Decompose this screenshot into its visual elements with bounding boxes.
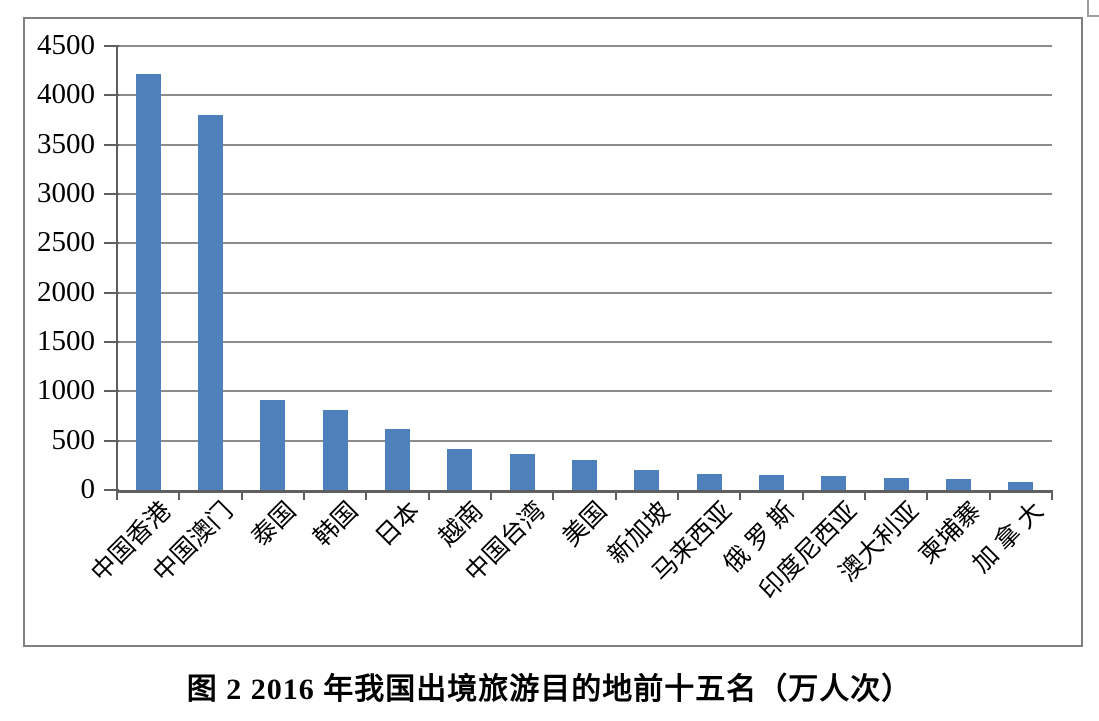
- y-axis-tick: [104, 94, 119, 97]
- x-axis-tick: [116, 490, 118, 500]
- x-axis-category-label: 韩国: [309, 497, 364, 552]
- y-axis-tick: [104, 390, 119, 393]
- bar: [385, 429, 410, 490]
- x-axis-category-label: 泰国: [246, 497, 302, 552]
- x-axis-tick: [365, 490, 368, 500]
- x-axis-category-label: 越南: [433, 497, 489, 552]
- corner-border-artifact: [1087, 0, 1099, 17]
- x-axis-tick: [801, 490, 804, 500]
- x-axis-tick: [240, 490, 243, 500]
- y-axis-tick: [104, 193, 119, 195]
- bar: [447, 449, 472, 490]
- x-axis-category-label: 日本: [371, 497, 426, 552]
- bar: [1008, 482, 1033, 490]
- gridline: [117, 193, 1052, 195]
- y-axis-tick: [104, 489, 119, 491]
- bar-chart: 0 500 1000 1500 2000 2500 3000 3500 4000 4500 中国香…: [23, 17, 1083, 647]
- gridline: [117, 439, 1052, 442]
- y-axis-tick: [104, 291, 119, 294]
- y-axis-tick: [104, 45, 119, 47]
- bar: [884, 478, 909, 490]
- y-axis-tick: [104, 439, 119, 442]
- bar: [946, 479, 971, 490]
- gridline: [117, 143, 1052, 146]
- bar: [821, 476, 846, 490]
- y-axis-tick-label: 1000: [37, 374, 95, 407]
- gridline: [117, 341, 1052, 343]
- y-axis-tick: [104, 242, 119, 245]
- x-axis-tick: [739, 490, 742, 500]
- y-axis-tick-label: 1500: [37, 325, 95, 357]
- x-axis-tick: [552, 490, 555, 500]
- bar: [572, 460, 597, 490]
- bar: [697, 474, 722, 490]
- y-axis-tick-label: 3500: [37, 127, 95, 160]
- x-axis-category-label: 美国: [558, 497, 613, 552]
- x-axis-tick: [303, 490, 305, 500]
- x-axis-tick: [677, 490, 679, 500]
- y-axis-tick-label: 3000: [37, 177, 95, 209]
- bar: [634, 470, 659, 490]
- gridline: [117, 242, 1052, 245]
- x-axis-tick: [614, 490, 617, 500]
- gridline: [117, 94, 1052, 97]
- bar: [136, 74, 161, 490]
- y-axis-tick-label: 2500: [37, 226, 95, 259]
- y-axis-tick-label: 2000: [37, 275, 95, 308]
- x-axis-tick: [427, 490, 430, 500]
- y-axis-tick-label: 500: [51, 423, 96, 456]
- bar: [198, 115, 223, 490]
- gridline: [117, 45, 1052, 47]
- y-axis-tick: [104, 341, 119, 343]
- y-axis-line: [116, 46, 118, 493]
- y-axis-tick: [104, 143, 119, 146]
- x-axis-tick: [490, 490, 492, 500]
- y-axis-tick-label: 4000: [37, 78, 95, 111]
- gridline: [117, 390, 1052, 393]
- x-axis-tick: [926, 490, 929, 500]
- y-axis-tick-label: 0: [80, 473, 96, 505]
- figure-caption: 图 2 2016 年我国出境旅游目的地前十五名（万人次）: [186, 673, 913, 706]
- bar: [759, 475, 784, 490]
- x-axis-tick: [178, 490, 181, 500]
- x-axis-tick: [1051, 490, 1053, 500]
- gridline: [117, 291, 1052, 294]
- x-axis-line: [117, 490, 1052, 493]
- x-axis-tick: [864, 490, 866, 500]
- bar: [260, 400, 285, 490]
- y-axis-tick-label: 4500: [37, 29, 95, 61]
- x-axis-tick: [988, 490, 991, 500]
- bar: [510, 454, 535, 490]
- bar: [323, 410, 348, 490]
